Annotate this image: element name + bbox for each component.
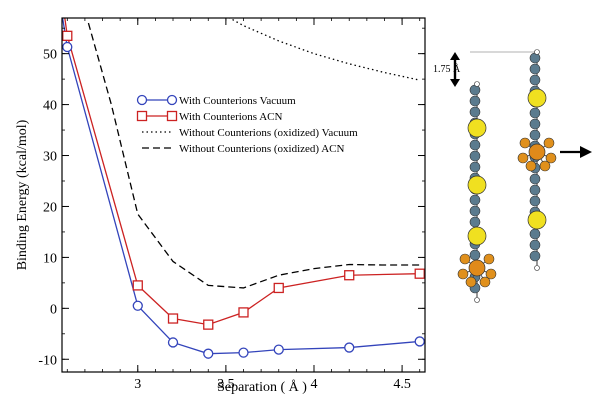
data-point (169, 338, 178, 347)
x-tick-label: 4.5 (393, 377, 411, 392)
data-point (204, 320, 213, 329)
data-point (133, 301, 142, 310)
legend-label-0: With Counterions Vacuum (179, 95, 296, 107)
fluorine-atom (484, 254, 494, 264)
carbon-atom (470, 162, 480, 172)
legend-label-3: Without Counterions (oxidized) ACN (179, 143, 345, 155)
carbon-atom (530, 185, 540, 195)
hydrogen-atom (475, 82, 480, 87)
y-tick-label: 40 (43, 99, 57, 114)
carbon-atom (470, 206, 480, 216)
fluorine-atom (518, 153, 528, 163)
sulfur-atom (528, 89, 546, 107)
carbon-atom (470, 96, 480, 106)
phosphorus-atom (529, 144, 545, 160)
sulfur-atom (468, 119, 486, 137)
fluorine-atom (458, 269, 468, 279)
carbon-atom (530, 53, 540, 63)
hydrogen-atom (535, 50, 540, 55)
x-tick-label: 3 (134, 377, 141, 392)
legend-marker (168, 96, 177, 105)
sulfur-atom (468, 176, 486, 194)
sulfur-atom (528, 211, 546, 229)
data-point (274, 283, 283, 292)
legend-marker (138, 112, 147, 121)
series-line-0 (58, 0, 419, 354)
carbon-atom (530, 251, 540, 261)
data-point (204, 349, 213, 358)
data-point (133, 281, 142, 290)
data-point (239, 308, 248, 317)
fluorine-atom (460, 254, 470, 264)
legend-marker (138, 96, 147, 105)
phosphorus-atom (469, 260, 485, 276)
fluorine-atom (466, 277, 476, 287)
data-point (345, 343, 354, 352)
sulfur-atom (468, 227, 486, 245)
carbon-atom (530, 119, 540, 129)
right-arrow-icon (560, 146, 592, 158)
series-line-1 (58, 0, 419, 325)
data-point (63, 31, 72, 40)
fluorine-atom (540, 161, 550, 171)
fluorine-atom (520, 138, 530, 148)
plot-frame (62, 18, 425, 372)
carbon-atom (530, 75, 540, 85)
y-tick-label: 0 (50, 302, 57, 317)
x-tick-label: 4 (310, 377, 317, 392)
carbon-atom (470, 195, 480, 205)
legend-label-2: Without Counterions (oxidized) Vacuum (179, 127, 358, 139)
fluorine-atom (480, 277, 490, 287)
carbon-atom (470, 217, 480, 227)
hydrogen-atom (535, 266, 540, 271)
carbon-atom (530, 240, 540, 250)
x-axis-label: Separation ( Å ) (217, 379, 307, 395)
y-tick-label: 10 (43, 251, 57, 266)
carbon-atom (470, 250, 480, 260)
fluorine-atom (544, 138, 554, 148)
y-tick-label: 30 (43, 150, 57, 165)
carbon-atom (530, 229, 540, 239)
carbon-atom (470, 85, 480, 95)
data-point (63, 43, 72, 52)
carbon-atom (470, 151, 480, 161)
legend-label-1: With Counterions ACN (179, 111, 283, 123)
legend-marker (168, 112, 177, 121)
data-point (415, 337, 424, 346)
data-point (415, 269, 424, 278)
molecule-left (458, 82, 496, 303)
carbon-atom (530, 64, 540, 74)
carbon-atom (530, 108, 540, 118)
legend: With Counterions Vacuum With Counterions … (138, 95, 359, 155)
distance-label: 1.75 Å (433, 63, 461, 75)
carbon-atom (530, 174, 540, 184)
series-line-3 (88, 23, 419, 288)
data-point (169, 314, 178, 323)
y-axis-label: Binding Energy (kcal/mol) (15, 119, 30, 270)
hydrogen-atom (475, 298, 480, 303)
fluorine-atom (526, 161, 536, 171)
carbon-atom (470, 140, 480, 150)
data-point (239, 348, 248, 357)
y-tick-label: 50 (43, 48, 57, 63)
y-tick-label: 20 (43, 200, 57, 215)
carbon-atom (470, 107, 480, 117)
data-point (274, 345, 283, 354)
molecule-right (518, 50, 556, 271)
carbon-atom (530, 130, 540, 140)
carbon-atom (530, 196, 540, 206)
molecule-structure-illustration: 1.75 Å (433, 50, 592, 303)
y-tick-label: -10 (38, 353, 57, 368)
data-point (345, 271, 354, 280)
